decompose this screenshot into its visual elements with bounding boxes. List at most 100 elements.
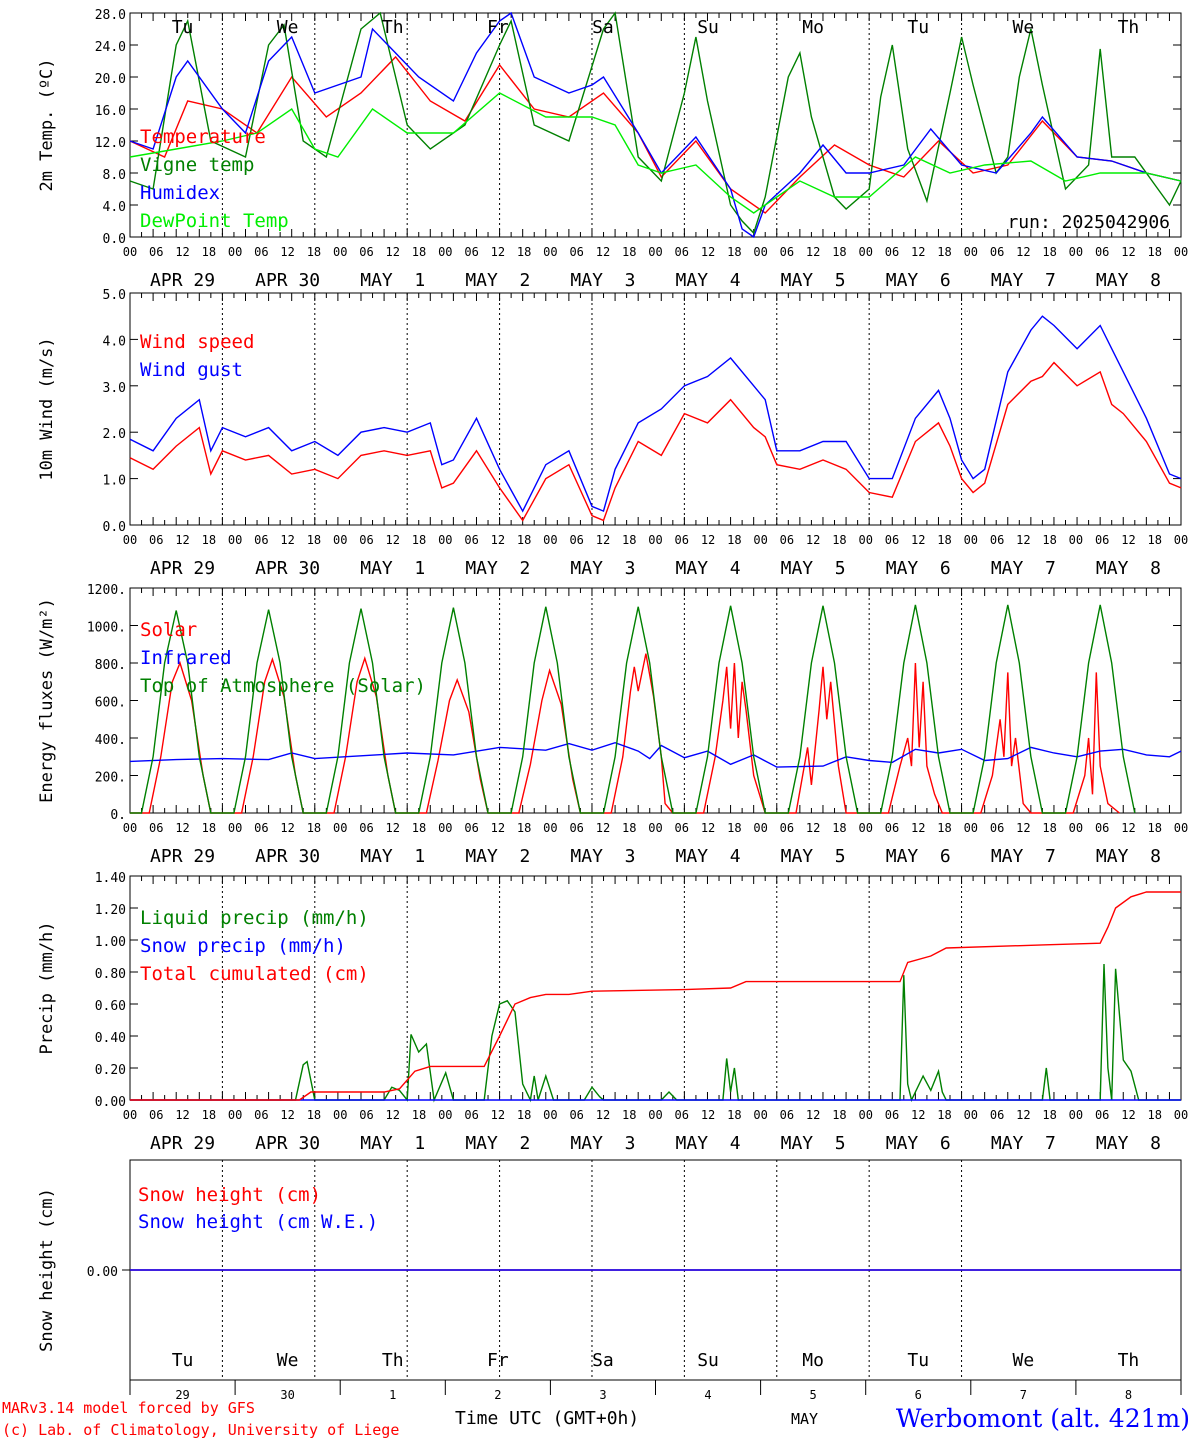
hour-tick-label: 18 [1147,245,1161,259]
hour-tick-label: 12 [175,1108,189,1122]
date-label: APR 29 [150,846,215,867]
hour-tick-label: 18 [622,821,636,835]
hour-tick-label: 06 [780,1108,794,1122]
date-label: APR 29 [150,1133,215,1154]
hour-tick-label: 06 [149,1108,163,1122]
panel-3: 0. 200. 400. 600. 800. 1000. 1200. Energy fluxe… [37,583,1188,867]
hour-tick-label: 18 [622,1108,636,1122]
hour-tick-label: 12 [911,1108,925,1122]
series-temperature [129,55,1182,214]
date-label: MAY 7 [991,1133,1056,1154]
hour-tick-label: 12 [386,1108,400,1122]
hour-tick-label: 12 [806,1108,820,1122]
hour-tick-label: 00 [858,533,872,547]
footer-model: MARv3.14 model forced by GFS [2,1399,255,1417]
hour-tick-label: 18 [937,245,951,259]
y-tick-label: 3.0 [103,381,126,396]
hour-tick-label: 18 [517,1108,531,1122]
date-label: MAY 5 [781,846,846,867]
y-tick-label: 0.80 [95,967,126,982]
hour-tick-label: 06 [1095,533,1109,547]
y-tick-label: 2.0 [103,427,126,442]
hour-tick-label: 00 [1174,821,1188,835]
hour-tick-label: 06 [359,533,373,547]
y-tick-label: 1.40 [95,871,126,886]
hour-tick-label: 18 [937,821,951,835]
hour-tick-label: 06 [149,533,163,547]
hour-tick-label: 00 [964,245,978,259]
date-label: APR 30 [255,558,320,579]
y-tick-label: 0.0 [103,232,126,247]
hour-tick-label: 06 [149,245,163,259]
hour-tick-label: 06 [569,821,583,835]
hour-tick-label: 06 [990,1108,1004,1122]
date-label: MAY 5 [781,558,846,579]
hour-tick-label: 12 [806,821,820,835]
hour-tick-label: 18 [517,821,531,835]
legend-entry: Top of Atmosphere (Solar) [140,675,426,697]
hour-tick-label: 00 [438,245,452,259]
weekday-label: Su [697,17,719,38]
legend-entry: Wind speed [140,331,254,353]
hour-tick-label: 06 [990,821,1004,835]
legend-entry: Vigne temp [140,154,254,176]
hour-tick-label: 00 [333,1108,347,1122]
hour-tick-label: 06 [464,1108,478,1122]
hour-tick-label: 00 [648,1108,662,1122]
y-axis-label: Energy fluxes (W/m²) [37,598,57,803]
date-label: MAY 8 [1096,846,1161,867]
day-number: 3 [599,1388,606,1402]
hour-tick-label: 06 [254,1108,268,1122]
hour-tick-label: 18 [202,245,216,259]
day-number: 7 [1020,1388,1027,1402]
hour-tick-label: 06 [1095,821,1109,835]
hour-tick-label: 18 [1147,821,1161,835]
y-tick-label: 1.20 [95,903,126,918]
y-axis-label: Snow height (cm) [37,1188,57,1352]
hour-tick-label: 12 [1121,533,1135,547]
hour-tick-label: 12 [386,821,400,835]
hour-tick-label: 12 [1016,245,1030,259]
hour-tick-label: 12 [386,245,400,259]
hour-tick-label: 00 [1069,245,1083,259]
hour-tick-label: 12 [280,533,294,547]
weekday-label: Tu [172,17,194,38]
date-label: MAY 3 [570,270,635,291]
date-label: APR 29 [150,558,215,579]
date-label: MAY 6 [886,558,951,579]
hour-tick-label: 12 [596,821,610,835]
legend-entry: Total cumulated (cm) [140,963,369,985]
hour-tick-label: 12 [596,245,610,259]
hour-tick-label: 06 [990,533,1004,547]
series-dewpoint-temp [129,92,1182,214]
hour-tick-label: 12 [175,245,189,259]
hour-tick-label: 06 [990,245,1004,259]
hour-tick-label: 00 [1069,533,1083,547]
hour-tick-label: 18 [202,1108,216,1122]
y-tick-label: 0. [110,808,126,823]
weekday-label: Sa [592,17,614,38]
legend-entry: DewPoint Temp [140,210,289,232]
hour-tick-label: 00 [438,821,452,835]
legend-entry: Temperature [140,126,266,148]
series-humidex [129,11,1182,239]
y-tick-label: 12.0 [95,136,126,151]
hour-tick-label: 12 [175,821,189,835]
date-label: MAY 6 [886,270,951,291]
hour-tick-label: 06 [464,533,478,547]
hour-tick-label: 06 [464,245,478,259]
panel-frame [129,12,1182,238]
weekday-label: Th [382,1350,404,1371]
y-tick-label: 0.00 [95,1095,126,1110]
y-tick-label: 200. [95,771,126,786]
hour-tick-label: 06 [359,1108,373,1122]
hour-tick-label: 18 [727,245,741,259]
hour-tick-label: 18 [832,533,846,547]
date-label: MAY 6 [886,846,951,867]
hour-tick-label: 06 [675,533,689,547]
day-number: 2 [494,1388,501,1402]
hour-tick-label: 00 [543,1108,557,1122]
month-label: MAY [791,1410,818,1428]
hour-tick-label: 00 [438,533,452,547]
hour-tick-label: 06 [569,533,583,547]
